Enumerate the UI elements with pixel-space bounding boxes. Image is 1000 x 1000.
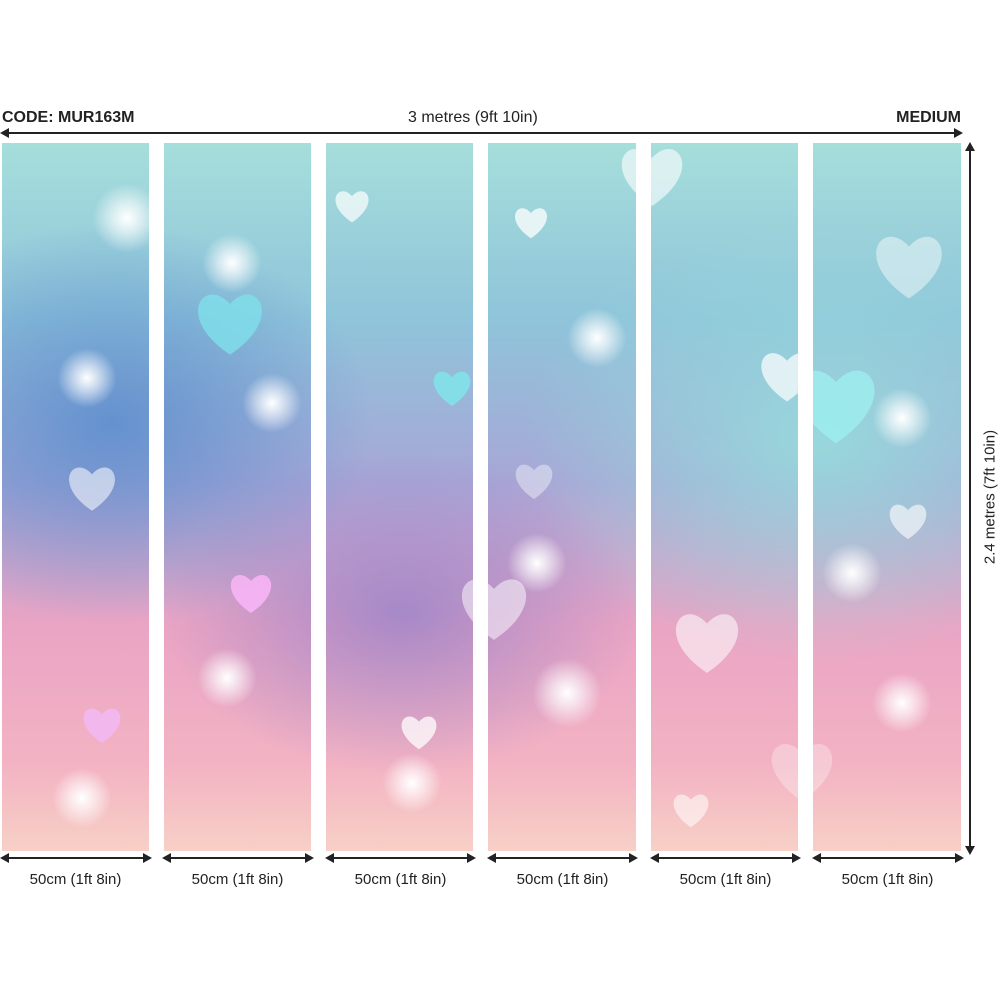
product-code: CODE: MUR163M [2,109,135,126]
heart-icon [673,794,709,828]
heart-icon [675,614,739,673]
panel-4-width-label: 50cm (1ft 8in) [516,871,609,888]
bokeh-light [242,373,302,433]
panel-6-width-label: 50cm (1ft 8in) [841,871,934,888]
bokeh-light [57,348,117,408]
total-height-label: 2.4 metres (7ft 10in) [981,429,999,565]
panel-separator [636,143,651,851]
size-label: MEDIUM [896,109,961,126]
heart-icon [515,208,547,239]
heart-icon [230,575,272,613]
bokeh-light [382,753,442,813]
panel-5-width-label: 50cm (1ft 8in) [679,871,772,888]
heart-icon [797,370,875,444]
heart-icon [198,294,262,355]
bokeh-light [532,658,602,728]
heart-icon [433,371,471,407]
bokeh-light [202,233,262,293]
total-width-label: 3 metres (9ft 10in) [408,109,538,126]
panel-separator [798,143,813,851]
bokeh-light [52,768,112,828]
heart-icon [515,464,553,500]
heart-icon [335,191,369,223]
panel-2-width-label: 50cm (1ft 8in) [191,871,284,888]
heart-icon [401,716,437,750]
panel-3-width-label: 50cm (1ft 8in) [354,871,447,888]
bokeh-light [567,308,627,368]
heart-icon [69,467,115,511]
heart-icon [83,708,121,744]
heart-icon [876,236,942,299]
bokeh-light [872,388,932,448]
mural-preview [2,143,961,851]
bokeh-light [872,673,932,733]
panel-separator [311,143,326,851]
heart-icon [621,149,683,206]
heart-icon [461,579,527,640]
heart-icon [889,504,927,540]
panel-separator [149,143,164,851]
bokeh-light [822,543,882,603]
panel-separator [473,143,488,851]
panel-1-width-label: 50cm (1ft 8in) [29,871,122,888]
bokeh-light [197,648,257,708]
